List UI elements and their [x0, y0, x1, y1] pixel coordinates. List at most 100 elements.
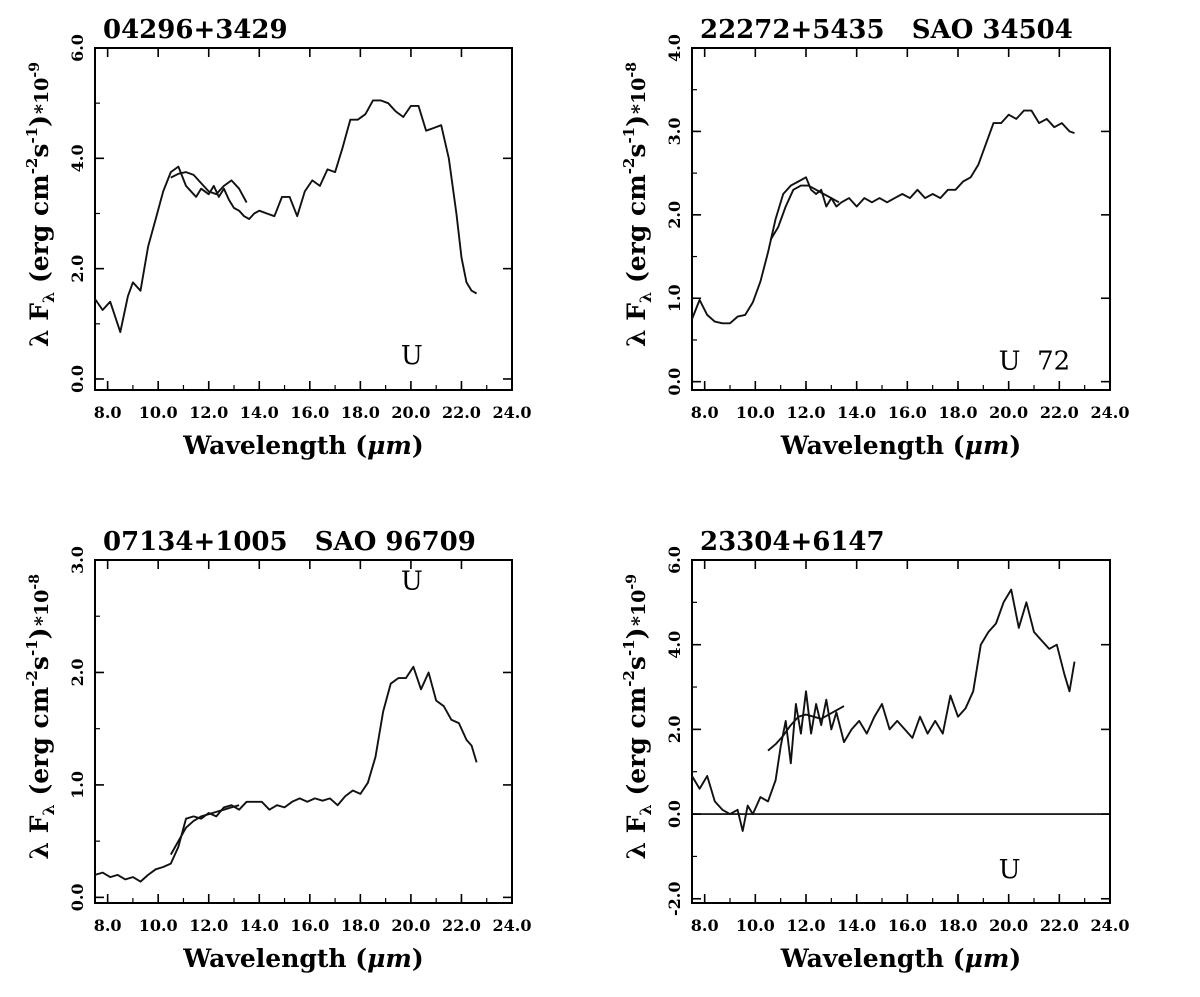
x-tick-label: 10.0 [736, 403, 775, 422]
annotation-marker: U [401, 341, 423, 371]
y-axis-label-symbol: λ F [25, 303, 54, 347]
x-tick-label: 18.0 [341, 916, 380, 935]
y-axis-label-s: s [25, 656, 54, 670]
y-tick-label: 4.0 [665, 631, 684, 659]
y-axis-label-close: ) [25, 115, 54, 127]
y-axis-label-symbol: λ F [622, 303, 651, 347]
x-tick-label: 16.0 [888, 403, 927, 422]
x-tick-label: 16.0 [290, 916, 329, 935]
x-axis-label-text: Wavelength ( [182, 431, 367, 460]
y-tick-label: 0.0 [68, 883, 87, 911]
x-tick-label: 22.0 [1040, 916, 1079, 935]
x-tick-label: 24.0 [493, 403, 532, 422]
x-tick-label: 10.0 [736, 916, 775, 935]
y-tick-label: 2.0 [68, 659, 87, 687]
x-tick-label: 12.0 [189, 916, 228, 935]
y-axis-label-exp2: -1 [23, 639, 41, 656]
y-tick-label: -2.0 [665, 882, 684, 916]
x-axis-label-close: ) [412, 944, 424, 973]
chart-title: 07134+1005 SAO 96709 [103, 527, 476, 557]
x-tick-label: 14.0 [837, 916, 876, 935]
x-tick-label: 8.0 [94, 403, 122, 422]
y-axis-label-symbol: λ F [25, 815, 54, 859]
chart-panel-3: 07134+1005 SAO 96709 8.0 10.0 12.0 14.0 16.0 1… [23, 527, 531, 973]
x-tick-label: 10.0 [139, 916, 178, 935]
scale-factor-exp: -9 [27, 62, 43, 78]
y-axis-label-sub: λ [39, 804, 58, 815]
x-tick-label: 24.0 [1091, 916, 1130, 935]
spectrum-line-1 [94, 665, 478, 883]
x-axis-label: Wavelength (μm) [780, 944, 1021, 973]
y-tick-label: 0.0 [665, 368, 684, 396]
plot-frame [94, 47, 513, 391]
x-tick-label: 14.0 [240, 916, 279, 935]
spectrum-line-2 [169, 804, 240, 856]
y-tick-label: 1.0 [68, 771, 87, 799]
y-tick-label: 0.0 [665, 800, 684, 828]
x-tick-label: 24.0 [493, 916, 532, 935]
y-axis-label-unit: (erg cm [25, 687, 54, 804]
chart-panel-2: 22272+5435 SAO 34504 8.0 10.0 12.0 14.0 16.0 1… [620, 15, 1129, 460]
x-tick-label: 18.0 [341, 403, 380, 422]
x-tick-label: 12.0 [787, 916, 826, 935]
y-axis-label-s: s [622, 656, 651, 670]
scale-factor-base: *10 [31, 78, 53, 114]
y-axis-label: λ Fλ (erg cm-2s-1) [620, 628, 655, 860]
y-axis-label-exp1: -2 [23, 158, 41, 175]
plot-frame [94, 559, 513, 904]
x-tick-label: 22.0 [442, 916, 481, 935]
scale-factor-exp: -9 [624, 574, 640, 590]
spectrum-line-1 [691, 588, 1076, 832]
spectrum-line-2 [769, 184, 840, 241]
spectrum-line-2 [767, 705, 845, 752]
x-tick-label: 12.0 [189, 403, 228, 422]
y-tick-label: 2.0 [68, 255, 87, 283]
x-tick-label: 18.0 [939, 403, 978, 422]
scale-factor: *10-8 [27, 574, 53, 626]
scale-factor: *10-9 [624, 574, 650, 626]
y-tick-label: 2.0 [665, 201, 684, 229]
x-axis-label-close: ) [1009, 431, 1021, 460]
y-axis-label-exp1: -2 [620, 670, 638, 687]
y-axis-label: λ Fλ (erg cm-2s-1) [23, 115, 58, 347]
y-axis-label-s: s [25, 144, 54, 158]
y-tick-label: 4.0 [665, 34, 684, 62]
spectrum-line-2 [170, 171, 248, 203]
annotation-marker: U 72 [999, 346, 1071, 376]
y-axis-label: λ Fλ (erg cm-2s-1) [620, 115, 655, 347]
chart-title: 22272+5435 SAO 34504 [700, 15, 1073, 45]
x-axis-label: Wavelength (μm) [182, 431, 423, 460]
y-axis-label-exp1: -2 [23, 670, 41, 687]
y-tick-label: 3.0 [68, 546, 87, 574]
x-tick-label: 22.0 [442, 403, 481, 422]
x-axis-label-close: ) [412, 431, 424, 460]
x-tick-label: 20.0 [989, 916, 1028, 935]
x-axis-label-text: Wavelength ( [780, 431, 965, 460]
x-axis-label: Wavelength (μm) [780, 431, 1021, 460]
x-tick-label: 14.0 [240, 403, 279, 422]
scale-factor-exp: -8 [624, 62, 640, 78]
y-tick-label: 3.0 [665, 117, 684, 145]
x-tick-label: 16.0 [290, 403, 329, 422]
chart-panel-1: 04296+3429 8.0 10.0 12.0 14.0 16.0 18.0 20.0 22.… [23, 15, 531, 460]
x-axis-label-unit: μm [965, 431, 1010, 460]
x-axis-label-text: Wavelength ( [182, 944, 367, 973]
x-tick-label: 20.0 [989, 403, 1028, 422]
y-tick-label: 1.0 [665, 284, 684, 312]
x-axis-label: Wavelength (μm) [182, 944, 423, 973]
x-axis-label-close: ) [1009, 944, 1021, 973]
x-tick-label: 20.0 [391, 916, 430, 935]
scale-factor: *10-9 [27, 62, 53, 114]
x-tick-label: 14.0 [837, 403, 876, 422]
x-axis-label-text: Wavelength ( [780, 944, 965, 973]
y-axis-label-exp2: -1 [620, 127, 638, 144]
y-axis-label: λ Fλ (erg cm-2s-1) [23, 628, 58, 860]
y-axis-label-close: ) [25, 628, 54, 640]
scale-factor: *10-8 [624, 62, 650, 114]
scale-factor-base: *10 [628, 590, 650, 626]
chart-panel-4: 23304+6147 8.0 10.0 12.0 14.0 16.0 18.0 20.0 22.… [620, 527, 1129, 973]
x-tick-label: 20.0 [391, 403, 430, 422]
chart-title: 04296+3429 [103, 15, 288, 45]
chart-title: 23304+6147 [700, 527, 885, 557]
